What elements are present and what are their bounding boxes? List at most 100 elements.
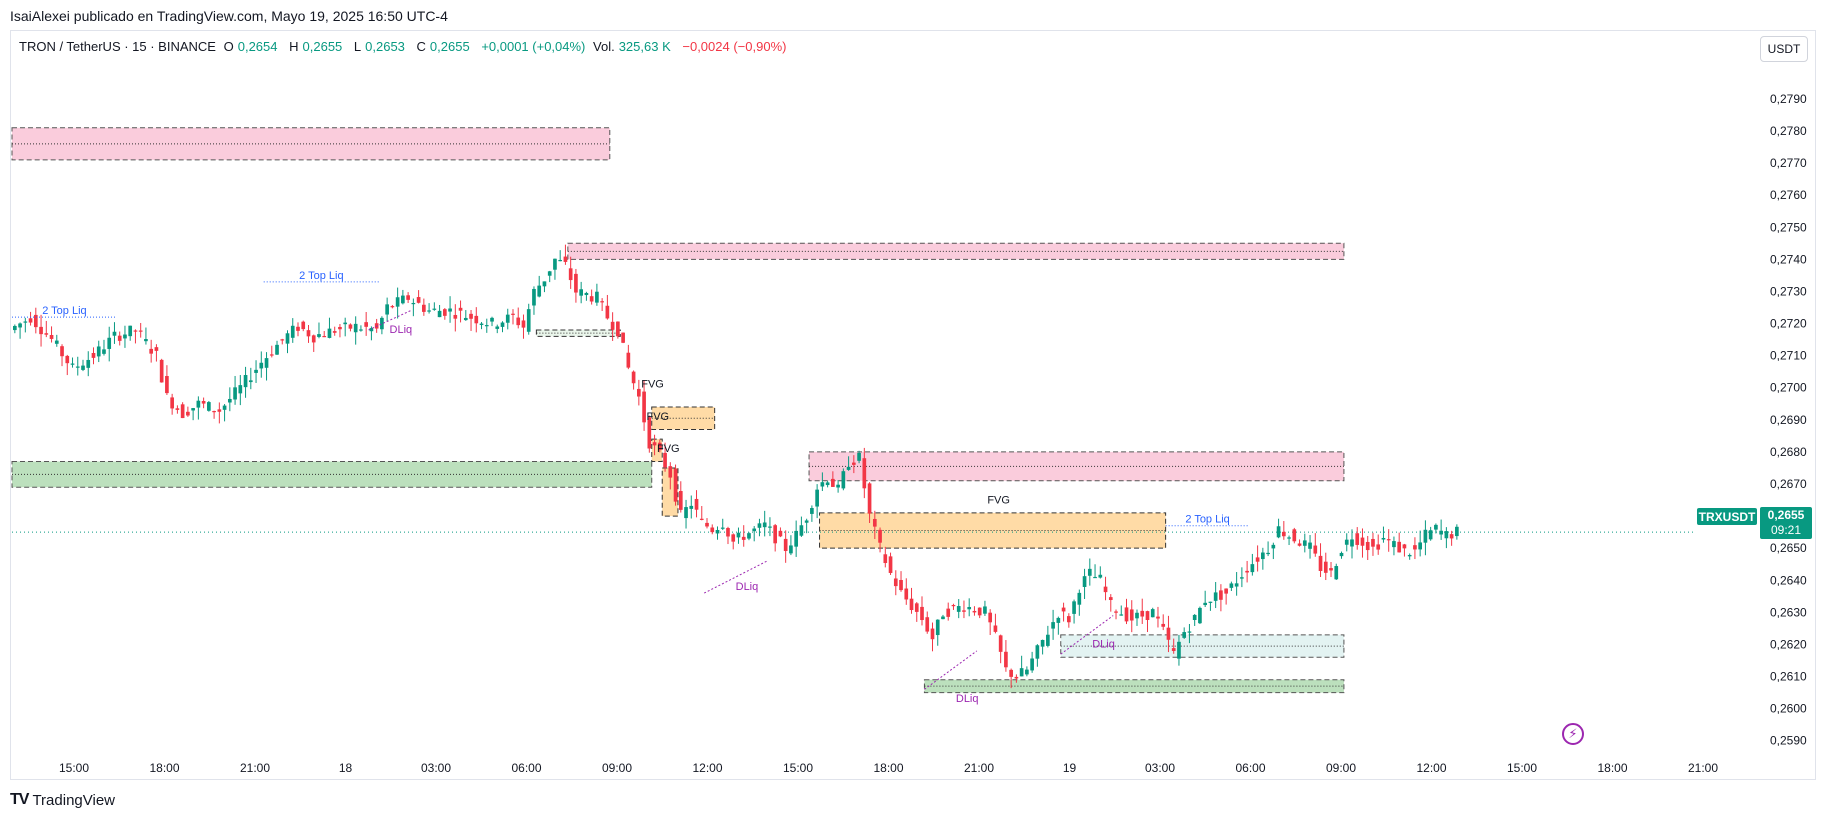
candle-body — [1434, 524, 1438, 530]
candle-body — [1009, 669, 1013, 677]
fvg-zone — [651, 406, 716, 430]
high-label: H 0,2655 — [289, 39, 343, 54]
candle-body — [353, 323, 358, 333]
time-tick-label: 18:00 — [149, 761, 179, 775]
ohlc-legend: TRON / TetherUS · 15 · BINANCE O 0,2654 H… — [19, 39, 790, 54]
price-tick-label: 0,2690 — [1770, 413, 1807, 427]
price-tick-label: 0,2750 — [1770, 220, 1807, 234]
candle-body — [1240, 577, 1244, 579]
tradingview-brand[interactable]: TV TradingView — [10, 791, 115, 809]
candle-body — [70, 363, 75, 365]
candle-body — [637, 388, 641, 397]
candle-body — [773, 525, 778, 544]
candle-body — [1234, 583, 1239, 587]
candle-body — [1281, 531, 1286, 537]
candle-body — [731, 534, 736, 542]
candle-body — [1161, 623, 1166, 627]
candle-body — [469, 313, 473, 319]
candle-body — [306, 330, 311, 337]
time-tick-label: 21:00 — [964, 761, 994, 775]
candle-body — [427, 310, 431, 312]
chart-frame[interactable] — [10, 30, 1816, 780]
candle-body — [1119, 614, 1124, 616]
candle-body — [448, 308, 452, 312]
candle-body — [1004, 651, 1008, 668]
time-tick-label: 12:00 — [692, 761, 722, 775]
candle-body — [332, 331, 337, 333]
candle-body — [972, 610, 977, 613]
candle-body — [804, 520, 809, 523]
candle-body — [317, 334, 321, 337]
candle-body — [401, 295, 405, 304]
candle-body — [217, 409, 222, 412]
candle-body — [380, 317, 384, 330]
currency-button[interactable]: USDT — [1760, 36, 1808, 62]
candle-body — [741, 536, 746, 540]
bar-countdown: 09:21 — [1770, 523, 1802, 537]
candle-body — [705, 522, 709, 527]
candle-body — [699, 518, 704, 520]
candle-body — [65, 355, 70, 364]
candle-body — [49, 335, 54, 339]
time-tick-label: 15:00 — [1507, 761, 1537, 775]
candle-body — [149, 348, 154, 354]
candle-body — [1077, 592, 1082, 605]
candle-body — [1323, 561, 1328, 573]
candle-body — [1156, 616, 1160, 619]
candle-body — [526, 309, 531, 332]
candle-body — [935, 619, 940, 636]
candle-body — [1150, 609, 1155, 618]
dliq-line — [924, 650, 978, 690]
price-tick-label: 0,2790 — [1770, 92, 1807, 106]
bolt-icon[interactable]: ⚡ — [1562, 723, 1584, 745]
candle-body — [977, 607, 982, 616]
price-tick-label: 0,2630 — [1770, 605, 1807, 619]
time-tick-label: 03:00 — [1145, 761, 1175, 775]
candle-body — [28, 318, 33, 323]
candle-body — [920, 606, 924, 621]
time-tick-label: 18:00 — [873, 761, 903, 775]
candle-body — [610, 321, 615, 330]
candle-body — [1276, 526, 1281, 538]
candle-body — [967, 606, 972, 610]
candle-body — [311, 335, 316, 343]
candle-body — [437, 310, 442, 318]
candle-body — [1297, 543, 1302, 546]
candle-body — [1371, 538, 1375, 547]
candle-body — [799, 525, 804, 536]
demand-zone — [923, 679, 1345, 694]
candle-body — [547, 271, 552, 276]
symbol-title[interactable]: TRON / TetherUS · 15 · BINANCE — [19, 39, 216, 54]
candle-body — [154, 347, 159, 351]
candle-body — [1208, 601, 1213, 603]
candle-body — [159, 359, 164, 383]
candle-body — [238, 385, 243, 394]
tradingview-logo-icon: TV — [10, 791, 29, 808]
last-price-value: 0,2655 — [1767, 508, 1805, 522]
candle-body — [18, 323, 22, 328]
candle-body — [925, 617, 930, 632]
candle-body — [673, 468, 678, 502]
candle-body — [327, 328, 332, 338]
candle-body — [1213, 592, 1218, 601]
price-tick-label: 0,2700 — [1770, 381, 1807, 395]
candle-body — [820, 482, 825, 487]
candle-body — [946, 608, 951, 617]
candle-body — [1266, 552, 1270, 555]
candle-body — [1376, 544, 1381, 550]
candle-body — [505, 314, 510, 323]
candle-body — [1066, 616, 1071, 623]
candle-body — [1449, 534, 1454, 539]
last-price-tag: 0,2655 09:21 — [1760, 507, 1812, 539]
time-tick-label: 06:00 — [511, 761, 541, 775]
candle-body — [1381, 537, 1386, 540]
candle-body — [605, 305, 610, 319]
candle-body — [1407, 554, 1412, 557]
price-tick-label: 0,2670 — [1770, 477, 1807, 491]
time-axis: 15:00 18:00 21:00 18 03:00 06:00 09:00 12:00 15:… — [59, 761, 1718, 775]
price-tick-label: 0,2730 — [1770, 284, 1807, 298]
candle-body — [1182, 632, 1187, 638]
candle-body — [191, 408, 195, 411]
candle-body — [1360, 537, 1365, 546]
